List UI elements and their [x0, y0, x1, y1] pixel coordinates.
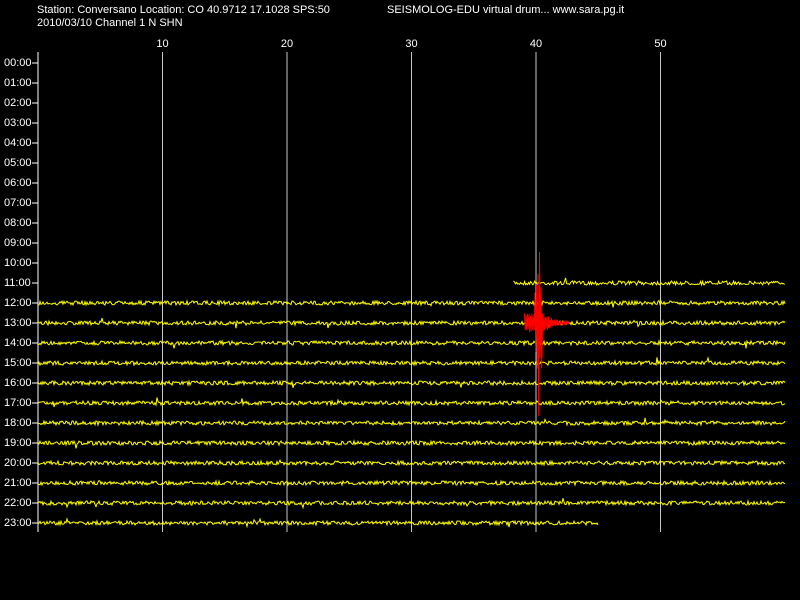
hour-label: 12:00: [4, 297, 32, 309]
x-tick-label: 20: [281, 38, 293, 50]
hour-label: 06:00: [4, 177, 32, 189]
hour-label: 18:00: [4, 417, 32, 429]
hour-label: 02:00: [4, 97, 32, 109]
trace: [37, 356, 786, 367]
hour-label: 11:00: [4, 277, 31, 289]
hour-label: 04:00: [4, 137, 32, 149]
hour-label: 08:00: [4, 217, 32, 229]
x-tick-label: 30: [405, 38, 417, 50]
trace: [37, 517, 599, 529]
hour-label: 14:00: [4, 337, 32, 349]
x-tick-label: 50: [654, 38, 666, 50]
hour-label: 07:00: [4, 197, 32, 209]
hour-label: 00:00: [4, 57, 32, 69]
seismic-event: [524, 251, 570, 416]
station-title: Station: Conversano Location: CO 40.9712…: [37, 4, 330, 16]
trace: [513, 277, 785, 287]
trace: [38, 479, 786, 487]
hour-label: 20:00: [4, 457, 32, 469]
trace: [37, 458, 786, 467]
subtitle: SEISMOLOG-EDU virtual drum... www.sara.p…: [387, 4, 624, 16]
trace: [37, 317, 786, 329]
trace: [37, 339, 786, 349]
hour-label: 09:00: [4, 237, 32, 249]
hour-label: 19:00: [4, 437, 32, 449]
hour-label: 16:00: [4, 377, 32, 389]
hour-label: 05:00: [4, 157, 32, 169]
trace: [37, 439, 786, 449]
x-tick-label: 10: [156, 38, 168, 50]
trace: [37, 498, 786, 510]
hour-label: 03:00: [4, 117, 32, 129]
hour-label: 15:00: [4, 357, 32, 369]
hour-label: 21:00: [4, 477, 32, 489]
trace: [37, 397, 786, 408]
hour-label: 17:00: [4, 397, 32, 409]
hour-label: 22:00: [4, 497, 32, 509]
hour-label: 13:00: [4, 317, 32, 329]
hour-label: 01:00: [4, 77, 32, 89]
hour-label: 10:00: [4, 257, 32, 269]
x-tick-label: 40: [530, 38, 542, 50]
trace: [37, 379, 786, 388]
trace: [37, 299, 786, 308]
hour-label: 23:00: [4, 517, 32, 529]
date-line: 2010/03/10 Channel 1 N SHN: [37, 17, 183, 29]
trace: [38, 417, 786, 427]
